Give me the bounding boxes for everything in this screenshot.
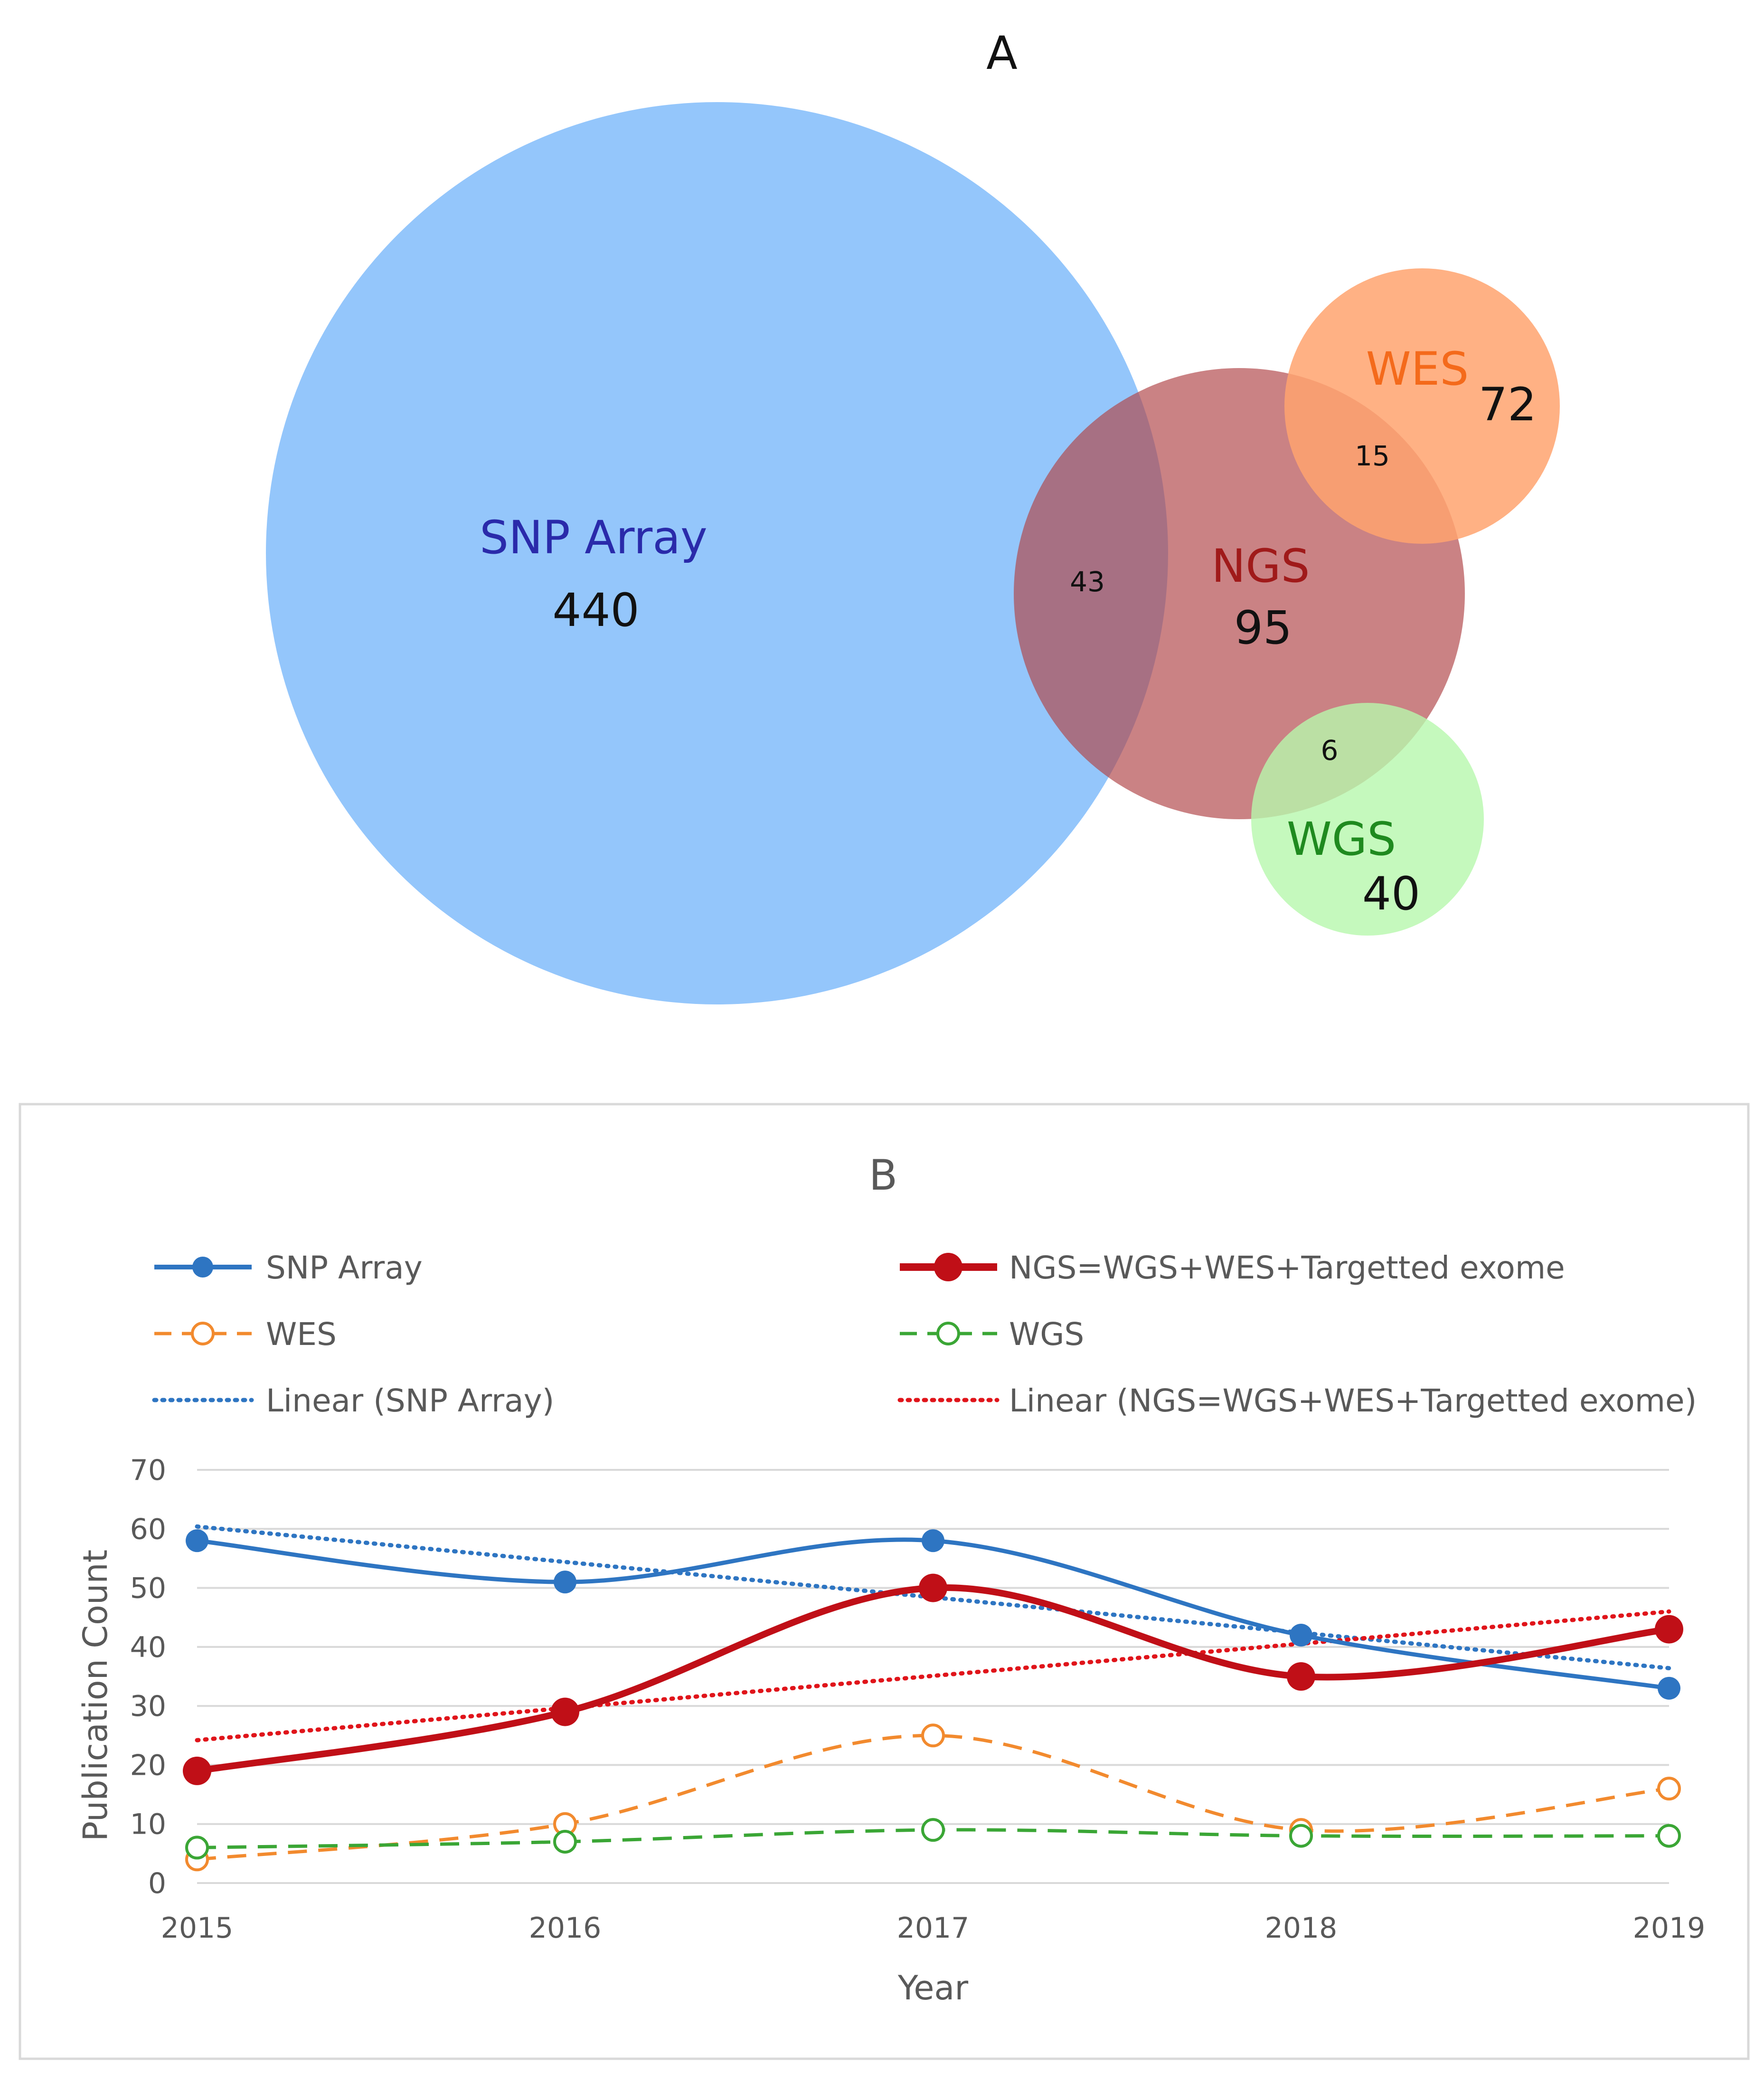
legend-item-linear-ngs: Linear (NGS=WGS+WES+Targetted exome) bbox=[897, 1382, 1697, 1419]
data-point-snp-array-2016 bbox=[554, 1571, 576, 1594]
y-tick-labels: 0 10 20 30 40 50 60 70 bbox=[130, 1454, 166, 1900]
x-tick-label: 2017 bbox=[897, 1912, 970, 1945]
data-point-ngs-wgs-wes-targetted-exome-2018 bbox=[1287, 1662, 1315, 1691]
legend-label-linear-ngs: Linear (NGS=WGS+WES+Targetted exome) bbox=[1009, 1382, 1697, 1419]
legend-item-wgs: WGS bbox=[900, 1316, 1084, 1353]
legend-label-ngs: NGS=WGS+WES+Targetted exome bbox=[1009, 1249, 1565, 1286]
venn-count-ngs: 95 bbox=[1234, 601, 1292, 654]
series-layer bbox=[183, 1524, 1683, 1872]
data-point-snp-array-2015 bbox=[186, 1529, 208, 1552]
legend-label-wes: WES bbox=[266, 1316, 337, 1353]
legend-marker-wes bbox=[191, 1322, 215, 1345]
chart-frame bbox=[19, 1103, 1750, 2060]
y-tick-label: 40 bbox=[130, 1631, 166, 1664]
legend-label-linear-snp: Linear (SNP Array) bbox=[266, 1382, 554, 1419]
chart-title: B bbox=[869, 1151, 897, 1200]
venn-intersection-ngs-wgs: 6 bbox=[1321, 734, 1339, 767]
venn-circle-wgs bbox=[1251, 703, 1484, 936]
venn-circle-snp-array bbox=[266, 102, 1168, 1004]
line-chart-panel: B SNP Array NGS=WGS+WES+Targetted exome … bbox=[19, 1103, 1750, 2060]
x-tick-label: 2019 bbox=[1633, 1912, 1706, 1945]
data-point-ngs-wgs-wes-targetted-exome-2019 bbox=[1655, 1615, 1683, 1644]
data-point-wgs-2016 bbox=[553, 1830, 577, 1854]
venn-intersection-ngs-wes: 15 bbox=[1355, 440, 1390, 472]
data-point-ngs-wgs-wes-targetted-exome-2015 bbox=[183, 1756, 211, 1785]
legend-marker-ngs bbox=[934, 1253, 962, 1281]
legend-label-wgs: WGS bbox=[1009, 1316, 1084, 1353]
gridlines bbox=[197, 1469, 1669, 1884]
y-axis-title: Publication Count bbox=[76, 1550, 115, 1841]
y-tick-label: 0 bbox=[148, 1867, 166, 1900]
venn-circle-wes bbox=[1284, 268, 1560, 544]
x-tick-label: 2016 bbox=[529, 1912, 602, 1945]
legend-item-wes: WES bbox=[154, 1316, 337, 1353]
data-point-snp-array-2017 bbox=[922, 1529, 944, 1552]
y-tick-label: 50 bbox=[130, 1572, 166, 1605]
venn-count-snp-array: 440 bbox=[552, 584, 639, 637]
legend-label-snp-array: SNP Array bbox=[266, 1249, 423, 1286]
venn-label-snp-array: SNP Array bbox=[480, 511, 707, 564]
data-point-wes-2019 bbox=[1657, 1777, 1681, 1801]
venn-count-wgs: 40 bbox=[1362, 867, 1420, 920]
series-line-wes bbox=[197, 1733, 1670, 1861]
data-point-ngs-wgs-wes-targetted-exome-2017 bbox=[919, 1573, 947, 1602]
y-tick-label: 70 bbox=[130, 1454, 166, 1487]
legend-marker-wgs bbox=[936, 1322, 960, 1345]
legend-item-linear-snp: Linear (SNP Array) bbox=[152, 1382, 554, 1419]
y-tick-label: 30 bbox=[130, 1690, 166, 1723]
venn-label-wgs: WGS bbox=[1287, 813, 1396, 866]
data-point-wgs-2015 bbox=[185, 1836, 209, 1860]
y-tick-label: 60 bbox=[130, 1513, 166, 1546]
legend-item-ngs: NGS=WGS+WES+Targetted exome bbox=[900, 1249, 1565, 1286]
venn-label-ngs: NGS bbox=[1211, 540, 1310, 593]
y-tick-label: 20 bbox=[130, 1749, 166, 1782]
data-point-snp-array-2018 bbox=[1290, 1624, 1312, 1647]
venn-panel: A SNP Array 440 NGS 95 WES 72 WGS 40 43 … bbox=[266, 27, 1560, 1004]
venn-title: A bbox=[986, 27, 1018, 80]
data-point-snp-array-2019 bbox=[1658, 1676, 1680, 1700]
data-point-wgs-2017 bbox=[921, 1818, 945, 1842]
venn-intersection-snp-ngs: 43 bbox=[1070, 566, 1105, 598]
venn-count-wes: 72 bbox=[1479, 378, 1537, 431]
legend-marker-snp-array bbox=[192, 1257, 213, 1278]
data-point-wgs-2018 bbox=[1289, 1824, 1313, 1848]
data-point-wgs-2019 bbox=[1657, 1824, 1681, 1848]
data-point-ngs-wgs-wes-targetted-exome-2016 bbox=[551, 1697, 579, 1726]
legend: SNP Array NGS=WGS+WES+Targetted exome WE… bbox=[152, 1249, 1697, 1419]
x-axis-title: Year bbox=[897, 1969, 968, 2007]
legend-item-snp-array: SNP Array bbox=[154, 1249, 423, 1286]
data-point-wes-2017 bbox=[921, 1723, 945, 1748]
x-tick-label: 2018 bbox=[1265, 1912, 1338, 1945]
y-tick-label: 10 bbox=[130, 1808, 166, 1841]
x-tick-labels: 2015 2016 2017 2018 2019 bbox=[161, 1912, 1706, 1945]
venn-label-wes: WES bbox=[1366, 342, 1469, 396]
x-tick-label: 2015 bbox=[161, 1912, 234, 1945]
